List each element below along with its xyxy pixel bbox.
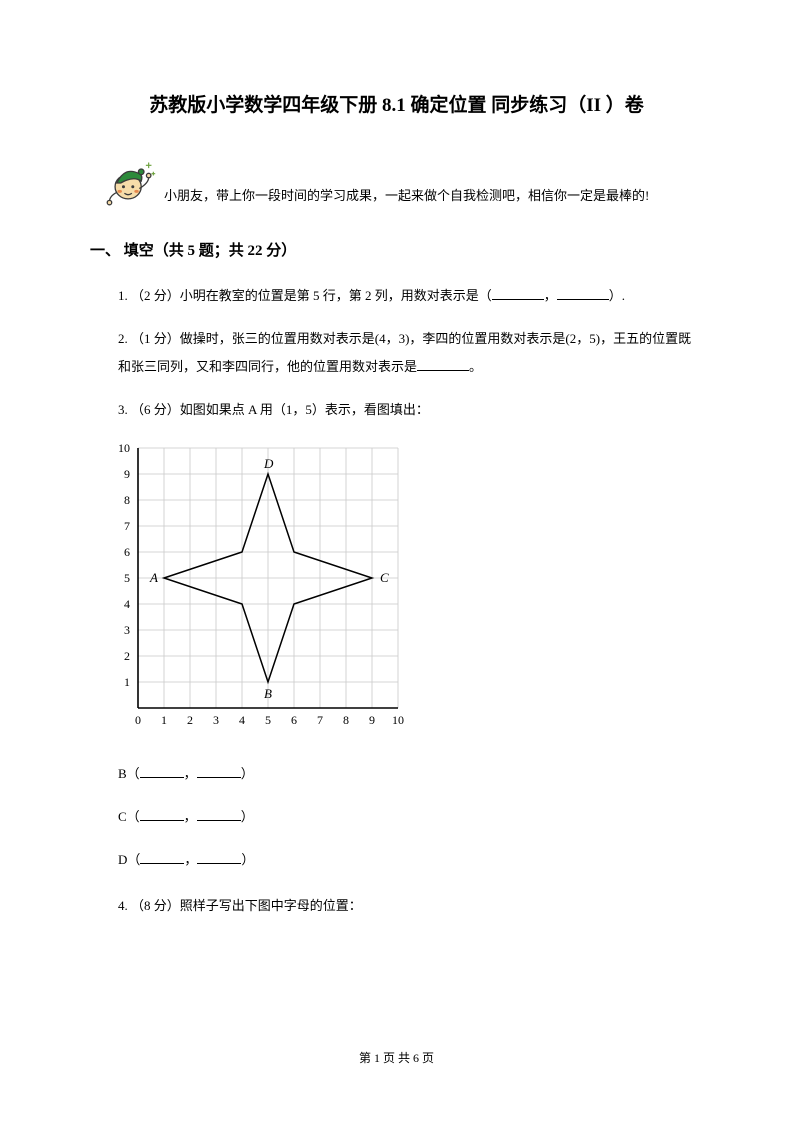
q2-text: 2. （1 分）做操时，张三的位置用数对表示是(4，3)，李四的位置用数对表示是… <box>118 331 691 375</box>
svg-text:1: 1 <box>124 675 130 689</box>
mascot-icon <box>102 155 158 211</box>
q1-prefix: 1. （2 分）小明在教室的位置是第 5 行，第 2 列，用数对表示是（ <box>118 288 492 303</box>
sep: ， <box>184 809 197 824</box>
blank-input[interactable] <box>417 357 469 371</box>
svg-text:1: 1 <box>161 713 167 727</box>
svg-text:B: B <box>264 686 272 701</box>
svg-text:7: 7 <box>317 713 323 727</box>
blank-input[interactable] <box>197 764 241 778</box>
question-2: 2. （1 分）做操时，张三的位置用数对表示是(4，3)，李四的位置用数对表示是… <box>118 325 703 382</box>
svg-text:4: 4 <box>124 597 130 611</box>
answer-b: B（ ， ） <box>118 763 703 782</box>
answer-c: C（ ， ） <box>118 806 703 825</box>
grid-chart: 0 1 2 3 4 5 6 7 8 9 10 1 2 3 4 5 6 7 8 9 10 A B C D <box>108 438 703 743</box>
blank-input[interactable] <box>197 807 241 821</box>
svg-text:5: 5 <box>124 571 130 585</box>
label-d: D（ <box>118 852 140 867</box>
blank-input[interactable] <box>140 764 184 778</box>
q1-suffix: ）. <box>609 288 625 303</box>
page-footer: 第 1 页 共 6 页 <box>0 1049 793 1066</box>
grid-svg: 0 1 2 3 4 5 6 7 8 9 10 1 2 3 4 5 6 7 8 9 10 A B C D <box>108 438 416 738</box>
question-1: 1. （2 分）小明在教室的位置是第 5 行，第 2 列，用数对表示是（ ， ）. <box>118 282 703 311</box>
svg-text:5: 5 <box>265 713 271 727</box>
intro-text: 小朋友，带上你一段时间的学习成果，一起来做个自我检测吧，相信你一定是最棒的! <box>164 186 649 211</box>
svg-text:D: D <box>263 456 274 471</box>
section-heading: 一、 填空（共 5 题；共 22 分） <box>90 239 703 260</box>
svg-text:7: 7 <box>124 519 130 533</box>
svg-text:8: 8 <box>343 713 349 727</box>
sep: ， <box>184 852 197 867</box>
blank-input[interactable] <box>140 807 184 821</box>
answer-d: D（ ， ） <box>118 849 703 868</box>
close: ） <box>241 766 254 781</box>
svg-text:4: 4 <box>239 713 245 727</box>
svg-text:2: 2 <box>124 649 130 663</box>
svg-text:9: 9 <box>369 713 375 727</box>
blank-input[interactable] <box>197 850 241 864</box>
question-3: 3. （6 分）如图如果点 A 用（1，5）表示，看图填出： <box>118 396 703 425</box>
svg-text:3: 3 <box>124 623 130 637</box>
close: ） <box>241 852 254 867</box>
svg-text:0: 0 <box>135 713 141 727</box>
close: ） <box>241 809 254 824</box>
question-4: 4. （8 分）照样子写出下图中字母的位置： <box>118 892 703 921</box>
svg-text:8: 8 <box>124 493 130 507</box>
svg-text:2: 2 <box>187 713 193 727</box>
svg-text:6: 6 <box>291 713 297 727</box>
svg-text:9: 9 <box>124 467 130 481</box>
svg-text:10: 10 <box>118 441 130 455</box>
svg-text:3: 3 <box>213 713 219 727</box>
label-b: B（ <box>118 766 140 781</box>
intro-row: 小朋友，带上你一段时间的学习成果，一起来做个自我检测吧，相信你一定是最棒的! <box>102 155 703 211</box>
svg-text:A: A <box>149 570 158 585</box>
page-title: 苏教版小学数学四年级下册 8.1 确定位置 同步练习（II ）卷 <box>90 90 703 117</box>
svg-text:C: C <box>380 570 389 585</box>
blank-input[interactable] <box>492 286 544 300</box>
q1-sep: ， <box>544 288 557 303</box>
svg-text:10: 10 <box>392 713 404 727</box>
svg-text:6: 6 <box>124 545 130 559</box>
blank-input[interactable] <box>140 850 184 864</box>
blank-input[interactable] <box>557 286 609 300</box>
sep: ， <box>184 766 197 781</box>
q2-suffix: 。 <box>469 359 482 374</box>
label-c: C（ <box>118 809 140 824</box>
